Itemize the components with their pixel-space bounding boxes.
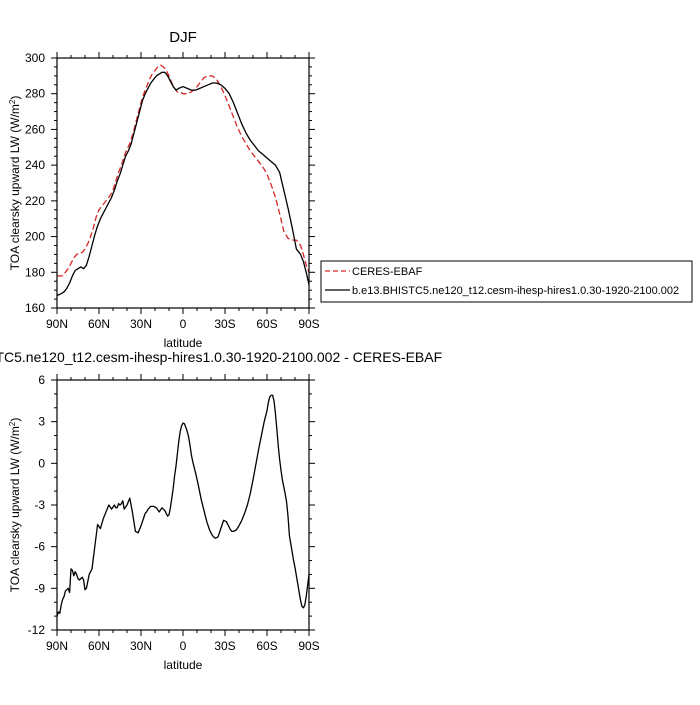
x-tick-label-90s: 90S — [298, 317, 319, 331]
top-panel-y-tick-labels: 160 180 200 220 240 260 280 300 — [25, 51, 45, 315]
x-tick-label-30s: 30S — [214, 639, 235, 653]
x-tick-label-90n: 90N — [46, 317, 68, 331]
x-tick-label-90n: 90N — [46, 639, 68, 653]
y-tick-label-0: 0 — [38, 456, 45, 470]
y-tick-label-180: 180 — [25, 265, 45, 279]
top-panel-title: DJF — [169, 29, 197, 46]
top-panel-ticks — [51, 52, 315, 314]
bottom-panel: b.e13.BHISTC5.ne120_t12.cesm-ihesp-hires… — [0, 349, 442, 672]
bottom-panel-frame — [56, 379, 310, 631]
top-panel-y-axis-label: TOA clearsky upward LW (W/m2) — [8, 96, 23, 271]
bottom-panel-title: b.e13.BHISTC5.ne120_t12.cesm-ihesp-hires… — [0, 349, 442, 365]
y-tick-label-260: 260 — [25, 122, 45, 136]
series-line-b-e13-bhistc5-ne120-t12- — [56, 71, 310, 297]
y-tick-label-6: -6 — [34, 540, 45, 554]
x-tick-label-90s: 90S — [298, 639, 319, 653]
y-tick-label-220: 220 — [25, 194, 45, 208]
y-tick-label-280: 280 — [25, 87, 45, 101]
y-tick-label-200: 200 — [25, 230, 45, 244]
legend-box — [320, 260, 693, 303]
y-tick-label-160: 160 — [25, 301, 45, 315]
y-tick-label-6: 6 — [38, 373, 45, 387]
legend: CERES-EBAF b.e13.BHISTC5.ne120_t12.cesm-… — [320, 260, 693, 303]
y-tick-label-3: 3 — [38, 415, 45, 429]
legend-label-model: b.e13.BHISTC5.ne120_t12.cesm-ihesp-hires… — [352, 285, 679, 297]
top-panel-series — [56, 64, 310, 297]
top-panel-frame — [56, 57, 310, 309]
x-tick-label-0: 0 — [180, 639, 187, 653]
bottom-panel-series — [56, 394, 310, 617]
y-tick-label-3: -3 — [34, 498, 45, 512]
y-tick-label-12: -12 — [28, 623, 46, 637]
series-line-difference — [56, 394, 310, 617]
top-panel: DJF 90N 60N 30N 0 30S 60S 90S 160 180 200 220 240 2… — [8, 29, 320, 350]
x-tick-label-60s: 60S — [256, 639, 277, 653]
x-tick-label-30n: 30N — [130, 639, 152, 653]
y-tick-label-9: -9 — [34, 581, 45, 595]
bottom-panel-x-tick-labels: 90N 60N 30N 0 30S 60S 90S — [46, 639, 320, 653]
x-tick-label-30n: 30N — [130, 317, 152, 331]
bottom-panel-x-axis-label: latitude — [164, 658, 203, 672]
y-tick-label-300: 300 — [25, 51, 45, 65]
top-panel-x-axis-label: latitude — [164, 336, 203, 350]
x-tick-label-30s: 30S — [214, 317, 235, 331]
series-line-ceres-ebaf — [57, 64, 310, 277]
y-tick-label-240: 240 — [25, 158, 45, 172]
bottom-panel-y-axis-label: TOA clearsky upward LW (W/m2) — [8, 418, 23, 593]
bottom-panel-y-tick-labels: -12 -9 -6 -3 0 3 6 — [28, 373, 46, 637]
top-panel-x-tick-labels: 90N 60N 30N 0 30S 60S 90S — [46, 317, 320, 331]
x-tick-label-0: 0 — [180, 317, 187, 331]
x-tick-label-60s: 60S — [256, 317, 277, 331]
legend-label-ceres-ebaf: CERES-EBAF — [352, 266, 423, 278]
x-tick-label-60n: 60N — [88, 317, 110, 331]
x-tick-label-60n: 60N — [88, 639, 110, 653]
